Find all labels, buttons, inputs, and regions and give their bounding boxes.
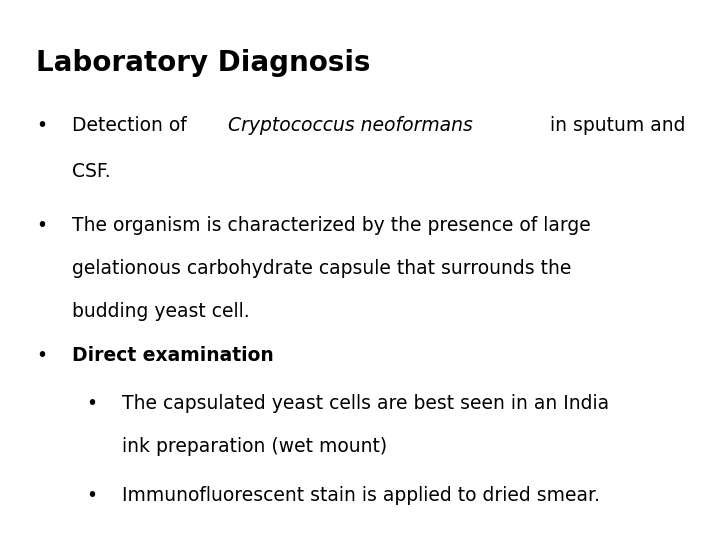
Text: CSF.: CSF. bbox=[72, 162, 111, 181]
Text: in sputum and: in sputum and bbox=[544, 116, 685, 135]
Text: budding yeast cell.: budding yeast cell. bbox=[72, 302, 250, 321]
Text: •: • bbox=[86, 486, 97, 505]
Text: The organism is characterized by the presence of large: The organism is characterized by the pre… bbox=[72, 216, 590, 235]
Text: Detection of: Detection of bbox=[72, 116, 193, 135]
Text: •: • bbox=[36, 116, 47, 135]
Text: •: • bbox=[36, 216, 47, 235]
Text: •: • bbox=[86, 394, 97, 413]
Text: Cryptococcus neoformans: Cryptococcus neoformans bbox=[228, 116, 472, 135]
Text: Laboratory Diagnosis: Laboratory Diagnosis bbox=[36, 49, 371, 77]
Text: Direct examination: Direct examination bbox=[72, 346, 274, 365]
Text: •: • bbox=[36, 346, 47, 365]
Text: ink preparation (wet mount): ink preparation (wet mount) bbox=[122, 437, 387, 456]
Text: Immunofluorescent stain is applied to dried smear.: Immunofluorescent stain is applied to dr… bbox=[122, 486, 600, 505]
Text: gelationous carbohydrate capsule that surrounds the: gelationous carbohydrate capsule that su… bbox=[72, 259, 572, 278]
Text: The capsulated yeast cells are best seen in an India: The capsulated yeast cells are best seen… bbox=[122, 394, 610, 413]
